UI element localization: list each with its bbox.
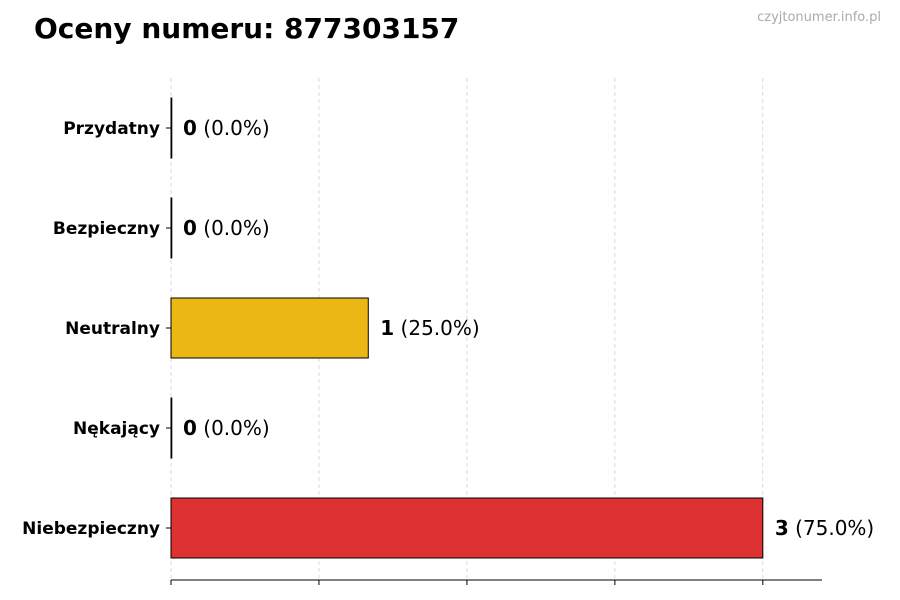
- data-label: 1 (25.0%): [380, 316, 479, 340]
- y-tick-label: Nękający: [73, 419, 160, 439]
- y-tick-label: Neutralny: [65, 319, 160, 339]
- watermark: czyjtonumer.info.pl: [757, 10, 881, 25]
- bar: [170, 497, 764, 559]
- bar: [170, 197, 173, 259]
- data-label: 0 (0.0%): [183, 216, 270, 240]
- y-tick-label: Bezpieczny: [53, 219, 160, 239]
- bar: [170, 397, 173, 459]
- data-label: 0 (0.0%): [183, 416, 270, 440]
- data-label: 0 (0.0%): [183, 116, 270, 140]
- bar: [170, 297, 369, 359]
- y-tick-label: Przydatny: [63, 119, 160, 139]
- chart-title: Oceny numeru: 877303157: [34, 12, 460, 45]
- bar: [170, 97, 173, 159]
- data-label: 3 (75.0%): [775, 516, 874, 540]
- y-tick-label: Niebezpieczny: [22, 519, 160, 539]
